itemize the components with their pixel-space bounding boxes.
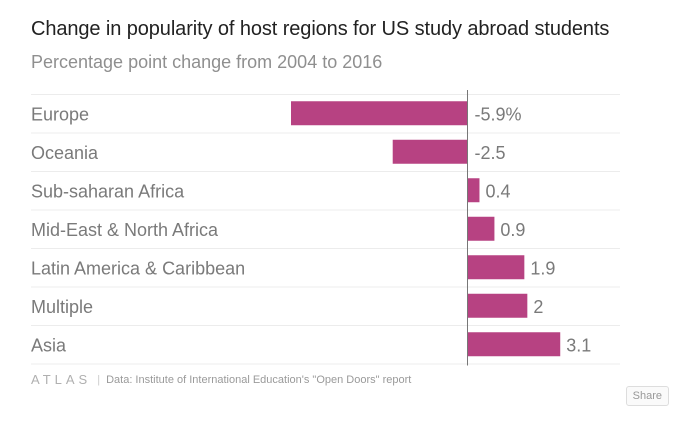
category-label: Europe [31, 104, 89, 124]
category-label: Oceania [31, 143, 99, 163]
data-label: 2 [533, 297, 543, 317]
category-label: Asia [31, 335, 67, 355]
bar[interactable] [291, 101, 468, 126]
bar[interactable] [467, 178, 480, 203]
data-label: 0.4 [485, 181, 510, 201]
bar[interactable] [392, 139, 468, 164]
share-button[interactable]: Share [625, 386, 669, 406]
atlas-logo[interactable]: ATLAS [31, 372, 92, 387]
category-label: Multiple [31, 297, 93, 317]
chart-footer: ATLAS | Data: Institute of International… [31, 372, 411, 387]
bar[interactable] [467, 216, 495, 241]
data-source: Data: Institute of International Educati… [106, 373, 412, 386]
bar[interactable] [467, 255, 525, 280]
bar[interactable] [467, 332, 561, 357]
data-label: 3.1 [566, 335, 591, 355]
chart-subtitle: Percentage point change from 2004 to 201… [31, 52, 383, 72]
footer-separator: | [97, 373, 101, 386]
data-label: -2.5 [475, 143, 506, 163]
bar[interactable] [467, 293, 528, 318]
chart-title: Change in popularity of host regions for… [31, 18, 610, 40]
data-label: -5.9% [475, 104, 522, 124]
category-label: Latin America & Caribbean [31, 258, 245, 278]
category-label: Sub-saharan Africa [31, 181, 185, 201]
data-label: 0.9 [500, 220, 525, 240]
category-label: Mid-East & North Africa [31, 220, 219, 240]
data-label: 1.9 [530, 258, 555, 278]
